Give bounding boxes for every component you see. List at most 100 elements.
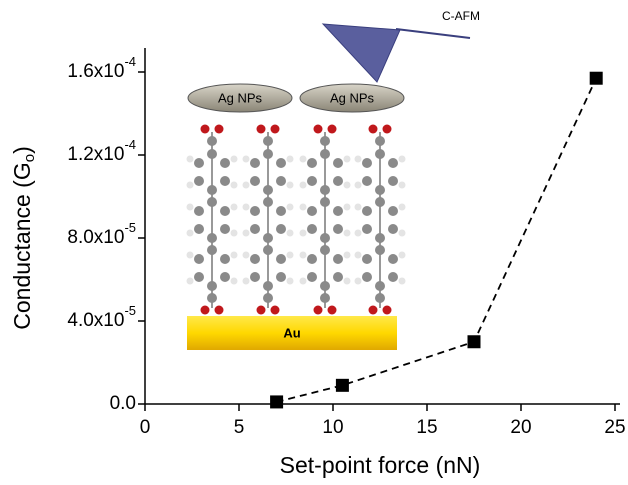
atom <box>263 197 273 207</box>
y-title-suffix: ) <box>9 146 35 154</box>
atom <box>230 251 238 259</box>
atom <box>250 176 260 186</box>
atom <box>388 176 398 186</box>
x-tick-label: 0 <box>140 417 151 438</box>
atom <box>230 277 238 285</box>
atom <box>388 206 398 216</box>
atom <box>307 224 317 234</box>
atom <box>242 203 250 211</box>
atom <box>250 224 260 234</box>
atom <box>362 254 372 264</box>
y-title-main: Conductance (G <box>9 162 35 329</box>
x-tick-label: 25 <box>604 417 625 438</box>
atom <box>256 124 266 134</box>
atom <box>398 277 406 285</box>
atom <box>375 245 385 255</box>
atom <box>263 136 273 146</box>
y-title-sub: o <box>21 154 38 162</box>
atom <box>362 224 372 234</box>
x-axis-title: Set-point force (nN) <box>280 452 481 478</box>
atom <box>242 181 250 189</box>
atom <box>343 155 351 163</box>
atom <box>263 293 273 303</box>
atom <box>307 272 317 282</box>
atom <box>207 197 217 207</box>
molecule <box>186 124 238 315</box>
data-point <box>467 335 481 349</box>
atom <box>362 272 372 282</box>
y-axis-title: Conductance (Go) <box>9 146 38 330</box>
atom <box>333 254 343 264</box>
molecule <box>242 124 294 315</box>
atom <box>354 155 362 163</box>
atom <box>194 224 204 234</box>
x-tick-label: 20 <box>510 417 531 438</box>
atom <box>388 272 398 282</box>
y-tick-exponent: -5 <box>124 220 136 235</box>
atom <box>207 136 217 146</box>
atom <box>343 251 351 259</box>
atom <box>263 281 273 291</box>
atom <box>382 305 392 315</box>
atom <box>194 206 204 216</box>
atom <box>194 176 204 186</box>
ag-np <box>187 83 293 113</box>
cantilever <box>395 28 471 39</box>
atom <box>375 185 385 195</box>
atom <box>320 136 330 146</box>
atom <box>220 158 230 168</box>
y-tick-label: 1.2x10-4 <box>67 137 136 165</box>
atom <box>375 233 385 243</box>
atom <box>200 124 210 134</box>
atom <box>220 254 230 264</box>
atom <box>186 251 194 259</box>
y-tick-mantissa: 1.6x10 <box>67 61 124 82</box>
atom <box>388 158 398 168</box>
atom <box>250 158 260 168</box>
atom <box>286 277 294 285</box>
atom <box>327 305 337 315</box>
ag-np-label: Ag NPs <box>330 90 375 105</box>
atom <box>270 305 280 315</box>
atom <box>354 203 362 211</box>
atom <box>354 229 362 237</box>
atom <box>343 203 351 211</box>
atom <box>250 206 260 216</box>
atom <box>299 277 307 285</box>
data-point <box>270 395 284 409</box>
atom <box>320 233 330 243</box>
atom <box>307 158 317 168</box>
atom <box>194 254 204 264</box>
atom <box>263 245 273 255</box>
atom <box>276 206 286 216</box>
atom <box>207 245 217 255</box>
atom <box>242 251 250 259</box>
y-tick-mantissa: 1.2x10 <box>67 144 124 165</box>
atom <box>333 176 343 186</box>
atom <box>242 277 250 285</box>
atom <box>313 124 323 134</box>
atom <box>286 229 294 237</box>
atom <box>242 155 250 163</box>
atom <box>382 124 392 134</box>
atom <box>230 181 238 189</box>
atom <box>343 181 351 189</box>
atom <box>186 203 194 211</box>
x-tick-label: 5 <box>234 417 245 438</box>
atom <box>388 224 398 234</box>
atom <box>230 155 238 163</box>
atom <box>327 124 337 134</box>
molecule <box>299 124 351 315</box>
atom <box>354 181 362 189</box>
atom <box>194 272 204 282</box>
atom <box>362 158 372 168</box>
atom <box>320 197 330 207</box>
atom <box>286 203 294 211</box>
atom <box>263 185 273 195</box>
atom <box>398 203 406 211</box>
atom <box>286 181 294 189</box>
y-tick-exponent: -4 <box>124 137 136 152</box>
atom <box>200 305 210 315</box>
y-tick-mantissa: 4.0x10 <box>67 310 124 331</box>
y-tick-label: 4.0x10-5 <box>67 303 136 331</box>
